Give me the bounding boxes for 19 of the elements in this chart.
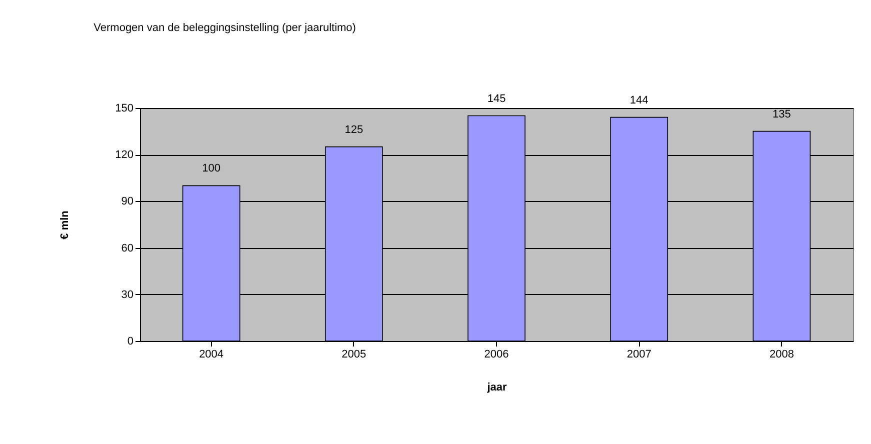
y-tick-label: 150 bbox=[115, 102, 134, 114]
x-axis-title: jaar bbox=[486, 382, 508, 394]
y-tick-label: 120 bbox=[115, 149, 134, 162]
data-label: 100 bbox=[202, 162, 220, 175]
y-tick-label: 30 bbox=[121, 288, 134, 301]
y-tick-label: 90 bbox=[121, 196, 134, 208]
x-tick-label: 2006 bbox=[484, 348, 509, 360]
y-tick-label: 0 bbox=[127, 336, 134, 348]
chart-title: Vermogen van de beleggingsinstelling (per jaarultimo) bbox=[94, 22, 356, 34]
y-axis-title: € mln bbox=[59, 210, 72, 240]
data-label: 135 bbox=[772, 108, 791, 120]
y-tick-label: 60 bbox=[121, 242, 134, 254]
data-label: 144 bbox=[630, 94, 648, 106]
data-label: 125 bbox=[344, 124, 364, 136]
data-label: 145 bbox=[487, 92, 506, 105]
x-tick-label: 2007 bbox=[626, 348, 652, 360]
x-tick-label: 2008 bbox=[769, 348, 794, 360]
x-tick-label: 2004 bbox=[199, 348, 224, 360]
x-tick-label: 2005 bbox=[342, 348, 366, 360]
